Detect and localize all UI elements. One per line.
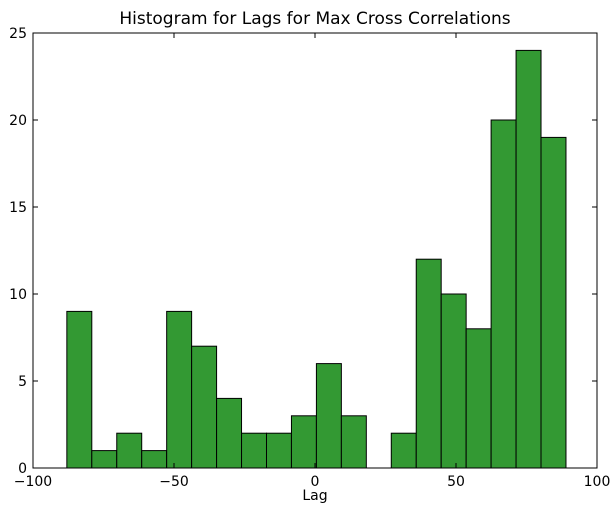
bar [490,119,517,469]
bar [415,258,442,469]
x-tick-label: −50 [159,474,189,490]
y-tick-label: 15 [9,200,27,216]
bar [465,328,492,469]
x-tick-label: 50 [447,474,465,490]
bar [540,136,567,469]
bar [340,415,367,469]
chart-title: Histogram for Lags for Max Cross Correla… [119,9,510,29]
x-tick-label: 0 [311,474,320,490]
y-tick-label: 0 [18,461,27,477]
bar [216,397,243,469]
bar [91,450,118,469]
y-tick-label: 25 [9,26,27,42]
bar [141,450,168,469]
bar [166,310,193,469]
bar [290,415,317,469]
y-tick-label: 5 [18,374,27,390]
bar [315,363,342,469]
bar [241,432,267,469]
bar [390,432,417,469]
bar [191,345,218,469]
bar [440,293,467,469]
bar [265,432,292,469]
x-tick-label: −100 [14,474,52,490]
bar [66,310,93,469]
x-tick-label: 100 [584,474,611,490]
bar [515,49,542,469]
y-tick-label: 20 [9,113,27,129]
y-tick-label: 10 [9,287,27,303]
bar [116,432,143,469]
x-axis-label: Lag [302,488,327,504]
